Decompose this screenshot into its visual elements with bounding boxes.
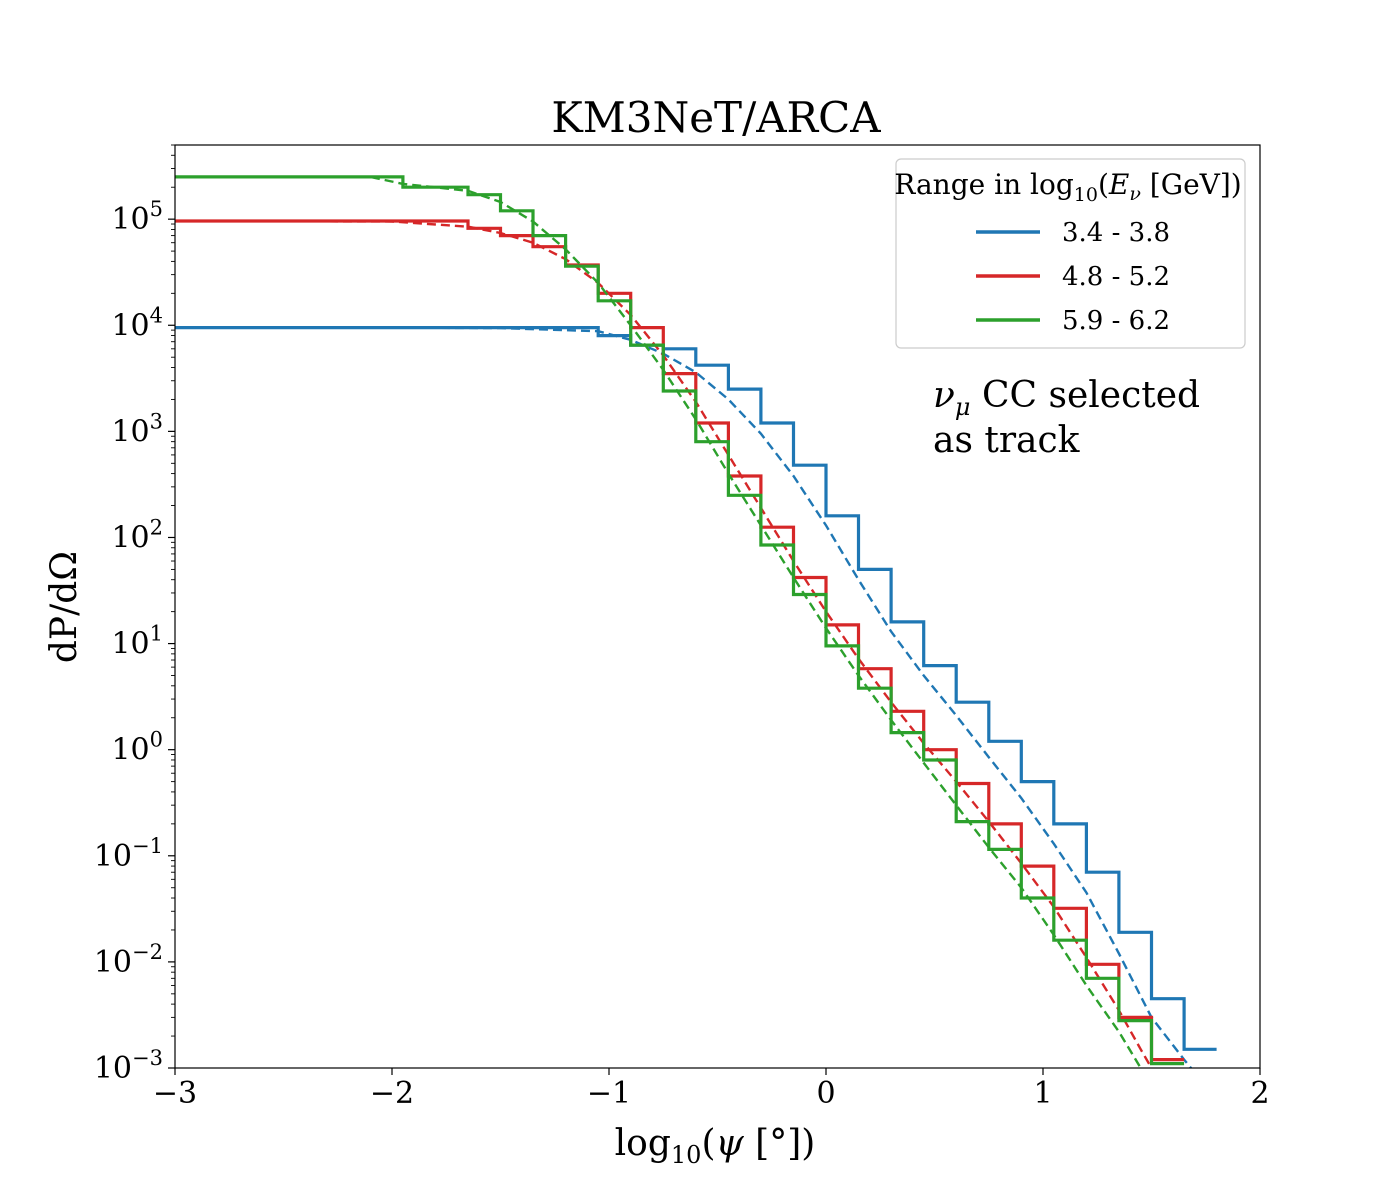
legend-label-1: 3.4 - 3.8: [1062, 218, 1170, 248]
y-tick-label: 105: [111, 197, 163, 237]
y-axis-ticks: 105 104 103 102 101 100 10−1 10−2 10−3: [94, 144, 175, 1086]
legend-label-2: 4.8 - 5.2: [1062, 262, 1170, 292]
y-tick-label: 102: [111, 515, 163, 555]
x-tick-label: −3: [153, 1076, 197, 1111]
y-tick-label: 103: [111, 409, 163, 449]
y-axis-label: dP/dΩ: [44, 551, 85, 663]
x-tick-label: 0: [816, 1076, 835, 1111]
y-tick-label: 10−2: [94, 940, 163, 980]
y-tick-label: 100: [111, 728, 163, 768]
legend-entries: 3.4 - 3.8 4.8 - 5.2 5.9 - 6.2: [976, 218, 1170, 336]
y-tick-label: 101: [111, 622, 163, 662]
y-tick-label: 10−3: [94, 1046, 163, 1086]
series-layer: [175, 175, 1217, 1068]
y-tick-label: 10−1: [94, 834, 163, 874]
annotation-line-1: νμ CC selected: [933, 375, 1200, 421]
x-axis-ticks: −3 −2 −1 0 1 2: [153, 1068, 1270, 1111]
x-tick-label: −1: [587, 1076, 631, 1111]
series-histogram-3: [175, 175, 1185, 1066]
legend-box: [895, 158, 1246, 349]
plot-frame: [174, 144, 1261, 1069]
legend-label-3: 5.9 - 6.2: [1062, 306, 1170, 336]
x-tick-label: 2: [1250, 1076, 1269, 1111]
legend-title: Range in log10(Eν [GeV]): [894, 168, 1241, 206]
x-axis-label: log10(ψ [°]): [615, 1123, 816, 1169]
chart-title: KM3NeT/ARCA: [551, 93, 881, 142]
series-fit-1: [175, 326, 1193, 1068]
x-tick-label: −2: [370, 1076, 414, 1111]
x-tick-label: 1: [1033, 1076, 1052, 1111]
series-histogram-1: [175, 326, 1217, 1051]
annotation-line-2: as track: [933, 420, 1081, 461]
y-tick-label: 104: [111, 303, 163, 343]
legend: Range in log10(Eν [GeV]) 3.4 - 3.8 4.8 - …: [894, 158, 1246, 349]
